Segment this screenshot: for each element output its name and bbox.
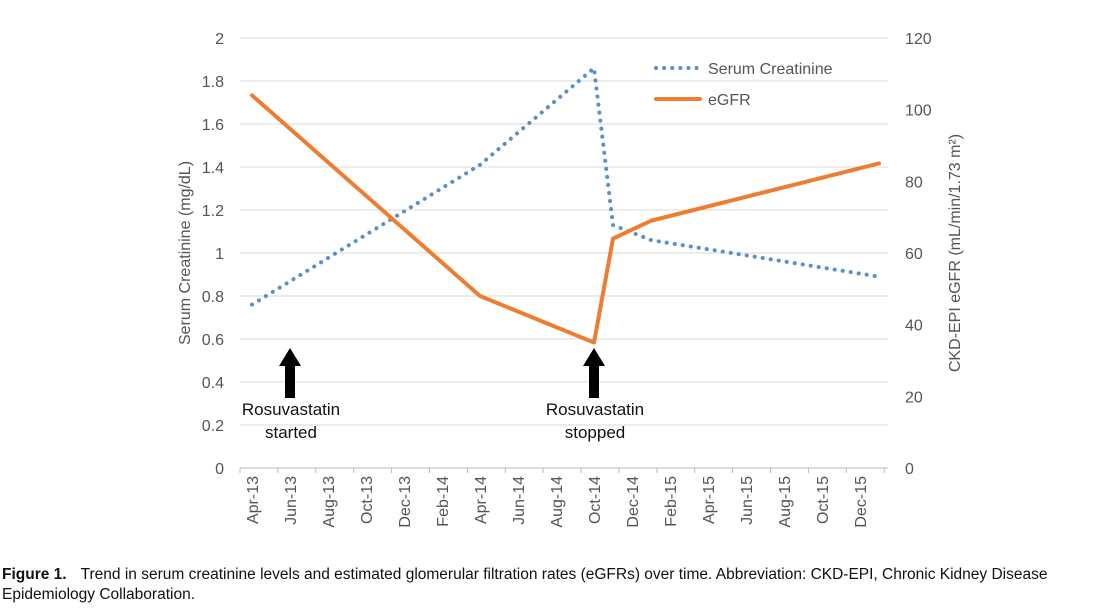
y-left-tick-label: 1.8 [202, 74, 224, 91]
arrow-icon [285, 365, 295, 398]
x-tick-label: Apr-14 [473, 476, 490, 524]
y-left-tick-label: 1.4 [202, 160, 224, 177]
y-right-tick-label: 100 [905, 103, 932, 120]
x-tick-label: Apr-15 [701, 476, 718, 524]
caption-text: Trend in serum creatinine levels and est… [2, 566, 1048, 603]
y-left-tick-label: 1.2 [202, 203, 224, 220]
figure-caption: Figure 1. Trend in serum creatinine level… [2, 565, 1118, 605]
x-tick-label: Dec-14 [625, 476, 642, 528]
arrow-icon [589, 365, 599, 398]
y-right-axis-title: CKD-EPI eGFR (mL/min/1.73 m²) [947, 134, 964, 372]
y-left-tick-label: 1 [215, 246, 224, 263]
x-tick-label: Oct-15 [815, 476, 832, 524]
y-right-tick-label: 0 [905, 461, 914, 478]
series-line-serum-creatinine [250, 66, 881, 307]
y-right-tick-label: 20 [905, 389, 923, 406]
arrow-icon [583, 348, 605, 366]
y-left-tick-label: 0.8 [202, 289, 224, 306]
x-tick-label: Jun-15 [739, 476, 756, 525]
y-left-tick-label: 0.6 [202, 332, 224, 349]
annotation-label: stopped [565, 423, 626, 442]
chart: 00.20.40.60.811.21.41.61.820204060801001… [177, 31, 964, 528]
annotation-label: Rosuvastatin [546, 400, 644, 419]
annotation-label: started [265, 423, 317, 442]
annotation-label: Rosuvastatin [242, 400, 340, 419]
x-tick-label: Oct-14 [587, 476, 604, 524]
x-tick-label: Aug-13 [321, 476, 338, 528]
x-tick-label: Jun-14 [511, 476, 528, 525]
x-tick-label: Feb-14 [435, 476, 452, 527]
y-left-tick-label: 0.2 [202, 418, 224, 435]
y-left-axis-title: Serum Creatinine (mg/dL) [177, 161, 194, 345]
x-tick-label: Oct-13 [359, 476, 376, 524]
x-tick-label: Aug-14 [549, 476, 566, 528]
y-right-tick-label: 80 [905, 174, 923, 191]
y-right-tick-label: 60 [905, 246, 923, 263]
y-right-tick-label: 120 [905, 31, 932, 48]
x-tick-label: Dec-13 [397, 476, 414, 528]
y-left-tick-label: 1.6 [202, 117, 224, 134]
arrow-icon [279, 348, 301, 366]
legend-label: Serum Creatinine [708, 61, 833, 78]
x-tick-label: Aug-15 [777, 476, 794, 528]
x-tick-label: Dec-15 [853, 476, 870, 528]
series-line-egfr [250, 93, 881, 345]
x-tick-label: Feb-15 [663, 476, 680, 527]
y-left-tick-label: 0.4 [202, 375, 224, 392]
y-left-tick-label: 2 [215, 31, 224, 48]
legend-label: eGFR [708, 92, 751, 109]
x-tick-label: Apr-13 [245, 476, 262, 524]
caption-label: Figure 1. [2, 566, 67, 583]
x-tick-label: Jun-13 [283, 476, 300, 525]
y-right-tick-label: 40 [905, 318, 923, 335]
y-left-tick-label: 0 [215, 461, 224, 478]
